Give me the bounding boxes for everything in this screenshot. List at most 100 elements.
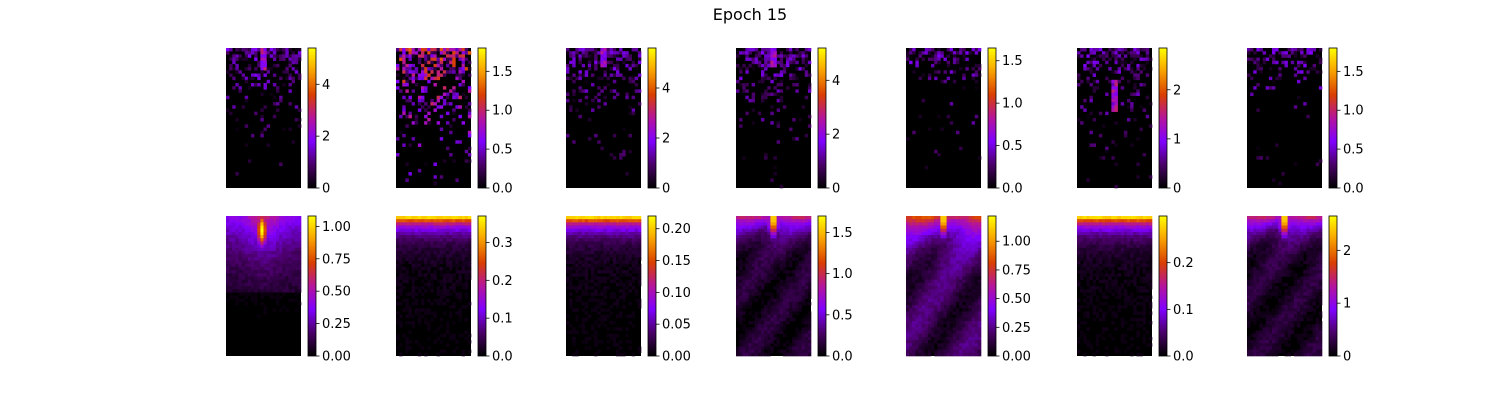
heatmap-cell bbox=[767, 225, 771, 230]
heatmap-cell bbox=[232, 260, 236, 265]
heatmap-cell bbox=[776, 247, 781, 252]
heatmap-cell bbox=[909, 263, 913, 268]
heatmap-cell bbox=[285, 67, 289, 71]
heatmap-cell bbox=[414, 276, 419, 280]
heatmap-cell bbox=[600, 257, 604, 261]
heatmap-cell bbox=[294, 54, 299, 58]
heatmap-cell bbox=[254, 289, 258, 293]
heatmap-cell bbox=[238, 260, 242, 265]
heatmap-cell bbox=[634, 235, 639, 239]
heatmap-cell bbox=[436, 76, 441, 81]
heatmap-cell bbox=[949, 301, 954, 306]
heatmap-cell bbox=[464, 222, 469, 226]
heatmap-cell bbox=[606, 286, 611, 290]
heatmap-cell bbox=[1089, 63, 1093, 68]
heatmap-cell bbox=[417, 266, 422, 271]
heatmap-cell bbox=[952, 247, 957, 252]
heatmap-cell bbox=[927, 238, 932, 242]
heatmap-cell bbox=[251, 225, 255, 230]
heatmap-cell bbox=[597, 244, 601, 249]
heatmap-cell bbox=[795, 298, 799, 303]
heatmap-cell bbox=[263, 251, 267, 255]
heatmap-cell bbox=[427, 79, 431, 84]
heatmap-cell bbox=[414, 118, 419, 122]
heatmap-cell bbox=[761, 270, 765, 274]
heatmap-cell bbox=[622, 222, 626, 226]
heatmap-cell bbox=[1265, 86, 1270, 90]
heatmap-cell bbox=[751, 95, 756, 100]
heatmap-cell bbox=[266, 222, 271, 226]
heatmap-cell bbox=[279, 235, 283, 239]
heatmap-cell bbox=[575, 263, 579, 268]
heatmap-cell bbox=[603, 231, 607, 236]
heatmap-cell bbox=[1297, 63, 1301, 68]
heatmap-cell bbox=[402, 266, 406, 271]
heatmap-cell bbox=[439, 105, 444, 109]
heatmap-cell bbox=[1136, 92, 1140, 97]
colorbar bbox=[817, 215, 827, 357]
heatmap-cell bbox=[949, 257, 954, 261]
heatmap-cell bbox=[912, 235, 916, 239]
heatmap-cell bbox=[934, 257, 938, 261]
heatmap-cell bbox=[754, 228, 759, 233]
heatmap-cell bbox=[977, 286, 982, 290]
heatmap-cell bbox=[244, 260, 249, 265]
colorbar bbox=[1158, 47, 1168, 189]
heatmap-cell bbox=[411, 73, 416, 77]
heatmap-cell bbox=[591, 63, 595, 68]
heatmap-cell bbox=[1256, 63, 1260, 68]
heatmap-cell bbox=[912, 247, 916, 252]
heatmap-cell bbox=[402, 244, 406, 249]
heatmap-cell bbox=[587, 257, 592, 261]
heatmap-cell bbox=[736, 305, 740, 309]
heatmap-cell bbox=[591, 48, 595, 52]
heatmap-cell bbox=[439, 270, 444, 274]
heatmap-cell bbox=[464, 149, 469, 154]
heatmap-cell bbox=[458, 282, 462, 287]
heatmap-cell bbox=[962, 305, 966, 309]
heatmap-cell bbox=[622, 257, 626, 261]
heatmap-cell bbox=[946, 289, 951, 293]
heatmap-cell bbox=[402, 231, 406, 236]
heatmap-cell bbox=[637, 263, 642, 268]
heatmap-cell bbox=[458, 251, 462, 255]
heatmap-cell bbox=[609, 225, 614, 230]
heatmap-cell bbox=[439, 247, 444, 252]
heatmap-cell bbox=[266, 67, 271, 71]
heatmap-cell bbox=[798, 266, 802, 271]
heatmap-cell bbox=[1318, 70, 1323, 74]
heatmap-cell bbox=[616, 63, 620, 68]
heatmap-cell bbox=[637, 251, 642, 255]
heatmap-cell bbox=[959, 263, 963, 268]
heatmap-cell bbox=[751, 266, 756, 271]
heatmap-cell bbox=[952, 263, 957, 268]
heatmap-cell bbox=[1111, 48, 1115, 52]
heatmap-cell bbox=[934, 260, 938, 265]
heatmap-cell bbox=[464, 231, 469, 236]
heatmap-cell bbox=[779, 238, 784, 242]
heatmap-cell bbox=[757, 336, 762, 341]
heatmap-cell bbox=[566, 321, 570, 325]
heatmap-cell bbox=[294, 57, 299, 62]
heatmap-cell bbox=[924, 260, 929, 265]
heatmap-cell bbox=[637, 305, 642, 309]
heatmap-cell bbox=[572, 89, 576, 93]
heatmap-cell bbox=[1290, 48, 1295, 52]
colorbar-tick-label: 4 bbox=[662, 82, 670, 97]
heatmap-cell bbox=[229, 254, 233, 258]
heatmap-cell bbox=[754, 54, 759, 58]
heatmap-cell bbox=[584, 270, 589, 274]
heatmap-cell bbox=[603, 102, 607, 106]
heatmap-cell bbox=[581, 301, 586, 306]
heatmap-cell bbox=[968, 222, 972, 226]
heatmap-cell bbox=[940, 301, 944, 306]
heatmap-cell bbox=[764, 340, 768, 344]
heatmap-cell bbox=[458, 308, 462, 312]
heatmap-cell bbox=[786, 67, 790, 71]
heatmap-cell bbox=[940, 241, 944, 245]
heatmap-cell bbox=[767, 266, 771, 271]
heatmap-cell bbox=[402, 225, 406, 230]
heatmap-cell bbox=[779, 263, 784, 268]
heatmap-cell bbox=[792, 73, 796, 77]
heatmap-cell bbox=[619, 282, 623, 287]
